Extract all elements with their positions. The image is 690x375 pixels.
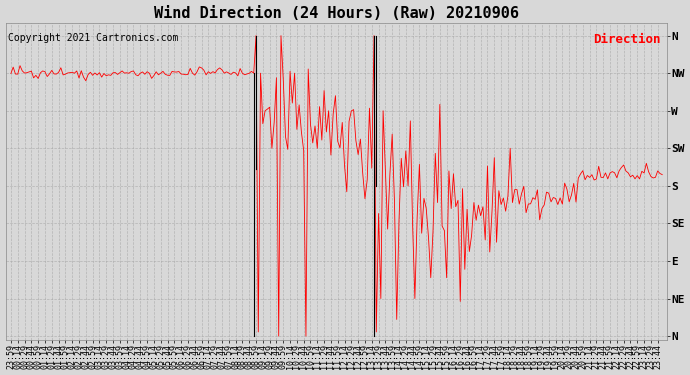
Text: Direction: Direction <box>593 33 660 46</box>
Title: Wind Direction (24 Hours) (Raw) 20210906: Wind Direction (24 Hours) (Raw) 20210906 <box>154 6 519 21</box>
Text: Copyright 2021 Cartronics.com: Copyright 2021 Cartronics.com <box>8 33 178 43</box>
